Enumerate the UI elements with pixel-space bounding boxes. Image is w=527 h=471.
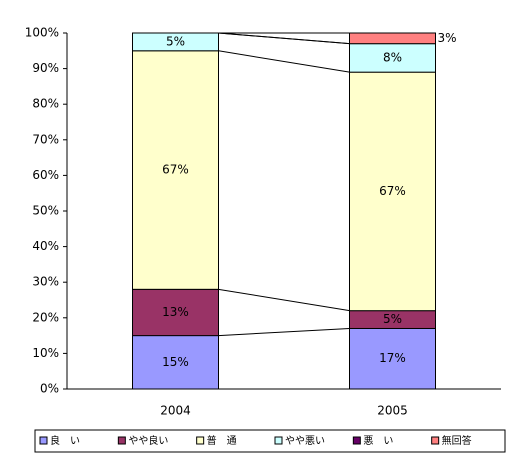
legend-swatch bbox=[39, 436, 48, 445]
y-tick-label: 50% bbox=[32, 204, 59, 218]
bar-segment bbox=[132, 50, 219, 290]
bar-segment bbox=[132, 335, 219, 390]
legend-swatch bbox=[117, 436, 126, 445]
bar-segment bbox=[349, 327, 436, 390]
y-tick-label: 70% bbox=[32, 132, 59, 146]
y-tick-label: 10% bbox=[32, 346, 59, 360]
data-label: 8% bbox=[383, 50, 402, 64]
data-label: 3% bbox=[438, 31, 457, 45]
legend-swatch bbox=[196, 436, 205, 445]
legend-box bbox=[34, 429, 506, 453]
data-label: 67% bbox=[162, 163, 189, 177]
x-tick-label: 2005 bbox=[377, 404, 408, 418]
legend-swatch bbox=[352, 436, 361, 445]
legend-label: 悪 い bbox=[363, 435, 393, 447]
data-label: 13% bbox=[162, 305, 189, 319]
bar-segment bbox=[132, 288, 219, 337]
legend-label: 普 通 bbox=[207, 434, 237, 447]
legend-label: やや良い bbox=[128, 434, 168, 447]
bar-segment bbox=[349, 32, 436, 45]
bar-segment bbox=[349, 43, 436, 73]
legend-label: 無回答 bbox=[442, 434, 472, 447]
y-tick-label: 40% bbox=[32, 239, 59, 253]
bar-segment bbox=[132, 32, 219, 52]
legend-swatch bbox=[431, 436, 440, 445]
y-tick-label: 0% bbox=[40, 382, 59, 396]
data-label: 15% bbox=[162, 355, 189, 369]
data-label: 17% bbox=[379, 351, 406, 365]
series-line bbox=[218, 327, 350, 337]
bar-segment bbox=[349, 71, 436, 312]
y-tick-label: 20% bbox=[32, 310, 59, 324]
y-tick-label: 30% bbox=[32, 275, 59, 289]
y-tick-label: 80% bbox=[32, 97, 59, 111]
y-tick-label: 100% bbox=[25, 26, 59, 40]
series-line bbox=[218, 50, 350, 73]
data-label: 5% bbox=[166, 34, 185, 48]
data-label: 5% bbox=[383, 312, 402, 326]
x-tick-label: 2004 bbox=[160, 404, 191, 418]
legend-label: やや悪い bbox=[285, 435, 325, 447]
legend-label: 良 い bbox=[50, 434, 80, 447]
series-line bbox=[218, 288, 350, 312]
y-tick-label: 60% bbox=[32, 168, 59, 182]
y-tick-label: 90% bbox=[32, 61, 59, 75]
data-label: 67% bbox=[379, 184, 406, 198]
series-line bbox=[218, 32, 350, 45]
legend-swatch bbox=[274, 436, 283, 445]
